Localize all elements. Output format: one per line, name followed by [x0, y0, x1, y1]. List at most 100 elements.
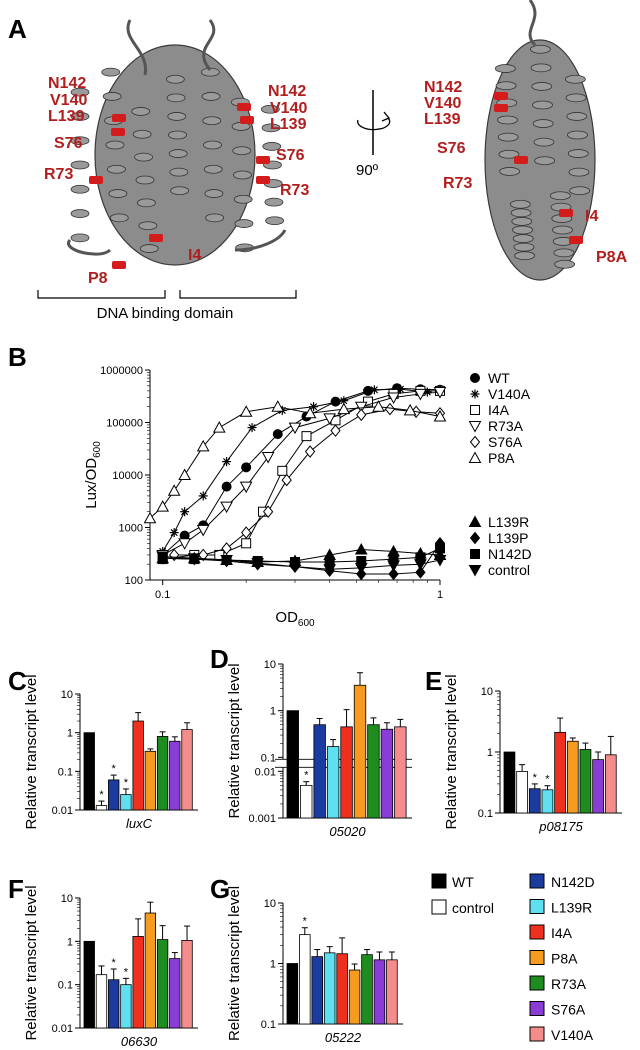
- bar-i4a: [336, 953, 348, 1025]
- helix-turn: [568, 167, 590, 177]
- helix-turn: [70, 233, 90, 243]
- bar-v140a: [394, 726, 407, 819]
- gene-label: 06630: [121, 1034, 158, 1049]
- legend-label-i4a: I4A: [488, 402, 510, 418]
- rotation-arrowhead: [381, 111, 391, 122]
- y-tick-label: 10: [61, 893, 73, 905]
- data-point-p8a: [178, 468, 191, 480]
- significance-star: *: [112, 957, 117, 969]
- legend-marker-r73a: [468, 421, 482, 433]
- bar-r73a: [579, 749, 592, 814]
- residue-label-v140: V140: [270, 100, 307, 117]
- rotation-label: 90º: [356, 162, 379, 179]
- residue-label-v140: V140: [50, 92, 87, 109]
- helix-turn: [70, 87, 90, 97]
- helix-turn: [70, 112, 90, 121]
- bar-s76a: [169, 958, 181, 1029]
- panel-label-e: E: [425, 666, 442, 696]
- legend-label-wt: WT: [488, 370, 510, 386]
- helix-turn: [554, 259, 576, 269]
- helix-turn: [529, 44, 551, 54]
- bar-wt: [286, 710, 299, 819]
- helix-turn: [265, 216, 285, 226]
- bar-s76a: [373, 959, 386, 1025]
- residue-highlight: [89, 176, 103, 184]
- data-point-wt: [221, 481, 232, 492]
- bar-i4a: [340, 726, 353, 819]
- data-point-s76a: [356, 408, 367, 422]
- residue-highlight: [494, 104, 508, 112]
- helix-turn: [499, 167, 521, 176]
- residue-highlight: [111, 128, 125, 136]
- data-point-r73a: [323, 413, 336, 425]
- data-point-s76a: [281, 473, 292, 487]
- data-point-control: [288, 561, 302, 574]
- bar-control: [300, 784, 313, 819]
- y-tick-label: 0.1: [261, 1019, 276, 1031]
- data-point-i4a: [362, 396, 373, 407]
- bar-l139r: [120, 794, 132, 811]
- data-point-s76a: [330, 424, 341, 437]
- residue-highlight: [256, 176, 270, 184]
- helix-turn: [567, 130, 588, 140]
- significance-star: *: [304, 770, 309, 782]
- helix-turn: [531, 82, 553, 91]
- helix-turn: [168, 130, 187, 140]
- star-stroke: [223, 458, 231, 466]
- y-tick-label: 10: [481, 686, 493, 698]
- y-tick-label: 1: [67, 936, 73, 948]
- data-point-v140a: [169, 528, 179, 538]
- residue-label-p8: P8: [88, 270, 108, 287]
- y-tick-label: 1: [270, 706, 276, 718]
- legend-swatch-i4a: [529, 924, 545, 940]
- data-point-p8a: [212, 421, 226, 433]
- bar-i4a: [132, 720, 144, 811]
- panel-label-f: F: [8, 874, 24, 904]
- legend-swatch-r73a: [529, 975, 545, 991]
- chart-g: 10 1 0.1 Relative transcript level * 05222: [226, 886, 403, 1045]
- helix-turn: [203, 140, 222, 150]
- star-stroke: [309, 403, 318, 411]
- helix-turn: [70, 184, 90, 194]
- helix-turn: [513, 242, 535, 252]
- helix-turn: [566, 112, 588, 121]
- loop-top-right: [202, 19, 216, 71]
- residue-highlight: [240, 116, 254, 124]
- y-axis-label: Lux/OD600: [83, 441, 103, 509]
- star-stroke: [248, 424, 256, 432]
- y-tick-label: 0.01: [255, 766, 276, 778]
- residue-label-r73: R73: [44, 166, 73, 183]
- bar-s76a: [380, 728, 394, 819]
- significance-star: *: [545, 774, 550, 786]
- bar-p8a: [353, 684, 367, 819]
- helix-turn: [532, 100, 553, 110]
- data-point-s76a: [241, 526, 252, 539]
- helix-turn: [514, 251, 536, 261]
- helix-turn: [534, 156, 556, 166]
- helix-turn: [264, 197, 284, 207]
- helix-turn: [202, 116, 222, 126]
- helix-turn: [70, 136, 90, 146]
- helix-turn: [232, 146, 252, 156]
- bar-p8a: [144, 912, 157, 1029]
- data-point-v140a: [180, 507, 190, 517]
- bar-control: [516, 771, 528, 814]
- helix-turn: [494, 64, 516, 73]
- data-point-p8a: [167, 484, 181, 496]
- y-tick-label: 1: [270, 959, 276, 971]
- legend-marker-control: [468, 565, 482, 577]
- helix-turn: [532, 119, 554, 128]
- data-point-p8a: [337, 402, 351, 415]
- helix-turn: [549, 191, 571, 201]
- bar-p8a: [144, 750, 157, 811]
- helix-turn: [552, 225, 573, 235]
- helix-a5: [200, 67, 225, 223]
- gene-label: 05222: [325, 1030, 362, 1045]
- chart-d: 10 1 0.1 0.01 0.001 Relative transcript level…: [226, 659, 416, 839]
- helix-a3: [131, 107, 159, 253]
- data-point-control: [387, 560, 400, 572]
- rotated-residue-p8a: P8A: [596, 249, 628, 266]
- data-point-i4a: [277, 465, 288, 476]
- helix-turn: [233, 194, 253, 204]
